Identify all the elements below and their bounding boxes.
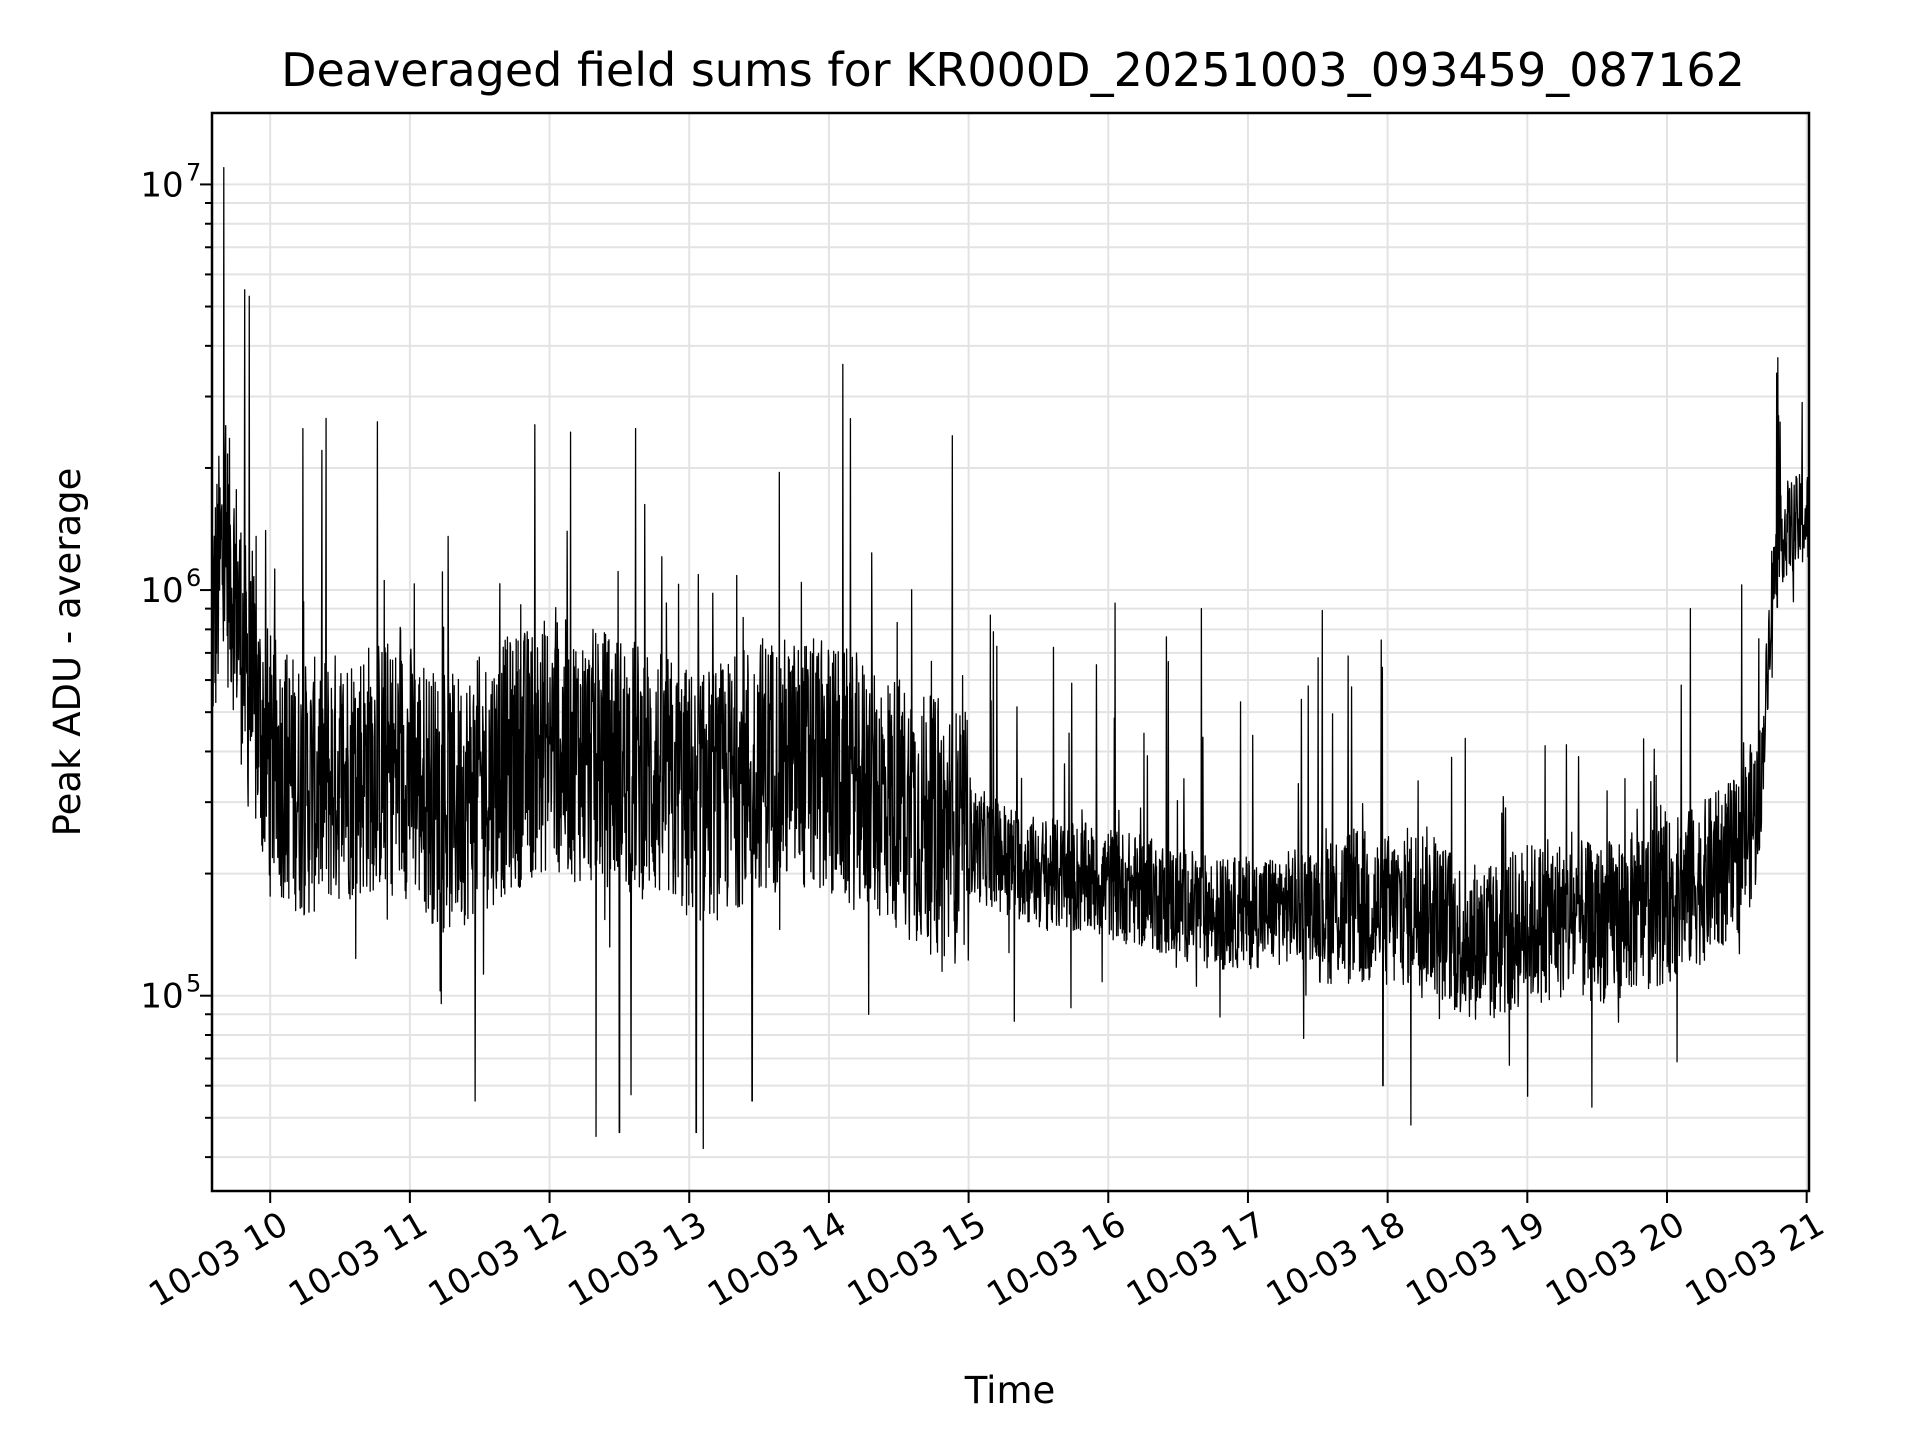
x-tick-label: 10-03 15	[841, 1204, 993, 1315]
y-axis-label: Peak ADU - average	[46, 468, 89, 837]
x-tick-label: 10-03 21	[1679, 1204, 1831, 1315]
x-tick-label: 10-03 10	[142, 1204, 294, 1315]
y-tick-label: 10	[140, 165, 183, 205]
x-tick-label: 10-03 20	[1539, 1204, 1691, 1315]
x-tick-label: 10-03 13	[561, 1204, 713, 1315]
y-tick-label: 10	[140, 571, 183, 611]
x-tick-label: 10-03 19	[1399, 1204, 1551, 1315]
x-axis-label: Time	[964, 1369, 1056, 1412]
x-tick-label: 10-03 12	[422, 1204, 574, 1315]
x-tick-label: 10-03 16	[980, 1204, 1132, 1315]
x-tick-label: 10-03 17	[1120, 1204, 1272, 1315]
series-layer	[211, 166, 1810, 1150]
chart-title: Deaveraged field sums for KR000D_2025100…	[281, 43, 1745, 97]
y-tick-label-exponent: 6	[186, 564, 201, 592]
grid	[212, 113, 1809, 1191]
x-tick-label: 10-03 14	[701, 1204, 853, 1315]
x-tick-label: 10-03 11	[282, 1204, 434, 1315]
y-tick-label: 10	[140, 977, 183, 1017]
series-line	[211, 166, 1810, 1150]
y-tick-label-exponent: 5	[186, 970, 201, 998]
x-tick-label: 10-03 18	[1260, 1204, 1412, 1315]
y-tick-label-exponent: 7	[186, 158, 201, 186]
